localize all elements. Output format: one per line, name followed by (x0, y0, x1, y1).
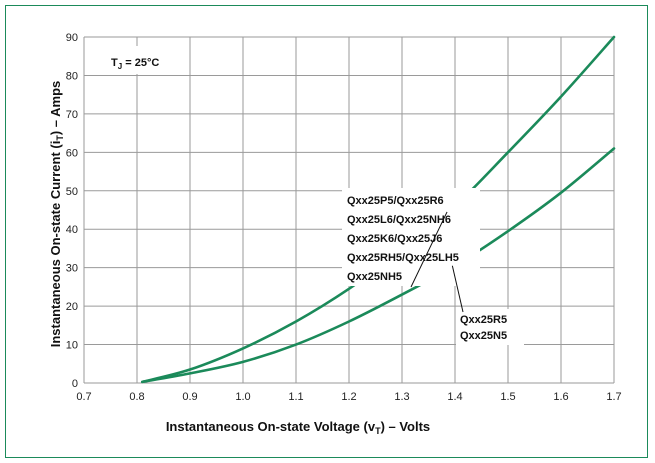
series-2-label: Qxx25N5 (460, 330, 507, 342)
x-tick-label: 0.7 (76, 391, 91, 403)
x-tick-label: 0.9 (182, 391, 197, 403)
y-tick-label: 60 (66, 147, 78, 159)
y-tick-label: 0 (72, 378, 78, 390)
y-tick-label: 80 (66, 70, 78, 82)
y-tick-label: 20 (66, 301, 78, 313)
series-1-leader (410, 211, 448, 288)
y-tick-label: 10 (66, 340, 78, 352)
series-1-label: Qxx25L6/Qxx25NH6 (347, 214, 451, 226)
x-tick-label: 1.5 (500, 391, 515, 403)
series-2-leader (451, 265, 464, 313)
series-1-label: Qxx25K6/Qxx25J6 (347, 233, 442, 245)
x-axis-label: Instantaneous On-state Voltage (vT) – Vo… (166, 419, 430, 436)
series-1-annotation: Qxx25P5/Qxx25R6 Qxx25L6/Qxx25NH6 Qxx25K6/Q… (342, 188, 480, 288)
x-tick-label: 0.8 (129, 391, 144, 403)
y-tick-label: 40 (66, 224, 78, 236)
series-1-label: Qxx25RH5/Qxx25LH5 (347, 252, 459, 264)
x-tick-label: 1.1 (288, 391, 303, 403)
x-tick-label: 1.7 (606, 391, 621, 403)
annotations: Qxx25P5/Qxx25R6 Qxx25L6/Qxx25NH6 Qxx25K6/Q… (342, 188, 524, 345)
x-tick-label: 1.6 (553, 391, 568, 403)
condition-box (98, 46, 188, 74)
x-tick-label: 1.3 (394, 391, 409, 403)
condition-label: TJ = 25°C (111, 57, 159, 71)
tick-labels: 0.7 0.8 0.9 1.0 1.1 1.2 1.3 1.4 1.5 1.6 1.7 0 10 20 30… (66, 32, 622, 403)
series-line-2 (141, 147, 616, 384)
x-tick-label: 1.0 (235, 391, 250, 403)
series-2-label: Qxx25R5 (460, 314, 507, 326)
y-tick-label: 30 (66, 263, 78, 275)
y-tick-label: 50 (66, 186, 78, 198)
series-2-annotation: Qxx25R5 Qxx25N5 (451, 265, 524, 345)
y-axis-label: Instantaneous On-state Current (iT) – Am… (48, 81, 65, 348)
x-tick-label: 1.2 (341, 391, 356, 403)
x-tick-label: 1.4 (447, 391, 462, 403)
series-1-label: Qxx25P5/Qxx25R6 (347, 195, 444, 207)
series-1-label: Qxx25NH5 (347, 271, 402, 283)
y-tick-label: 70 (66, 109, 78, 121)
y-tick-label: 90 (66, 32, 78, 44)
